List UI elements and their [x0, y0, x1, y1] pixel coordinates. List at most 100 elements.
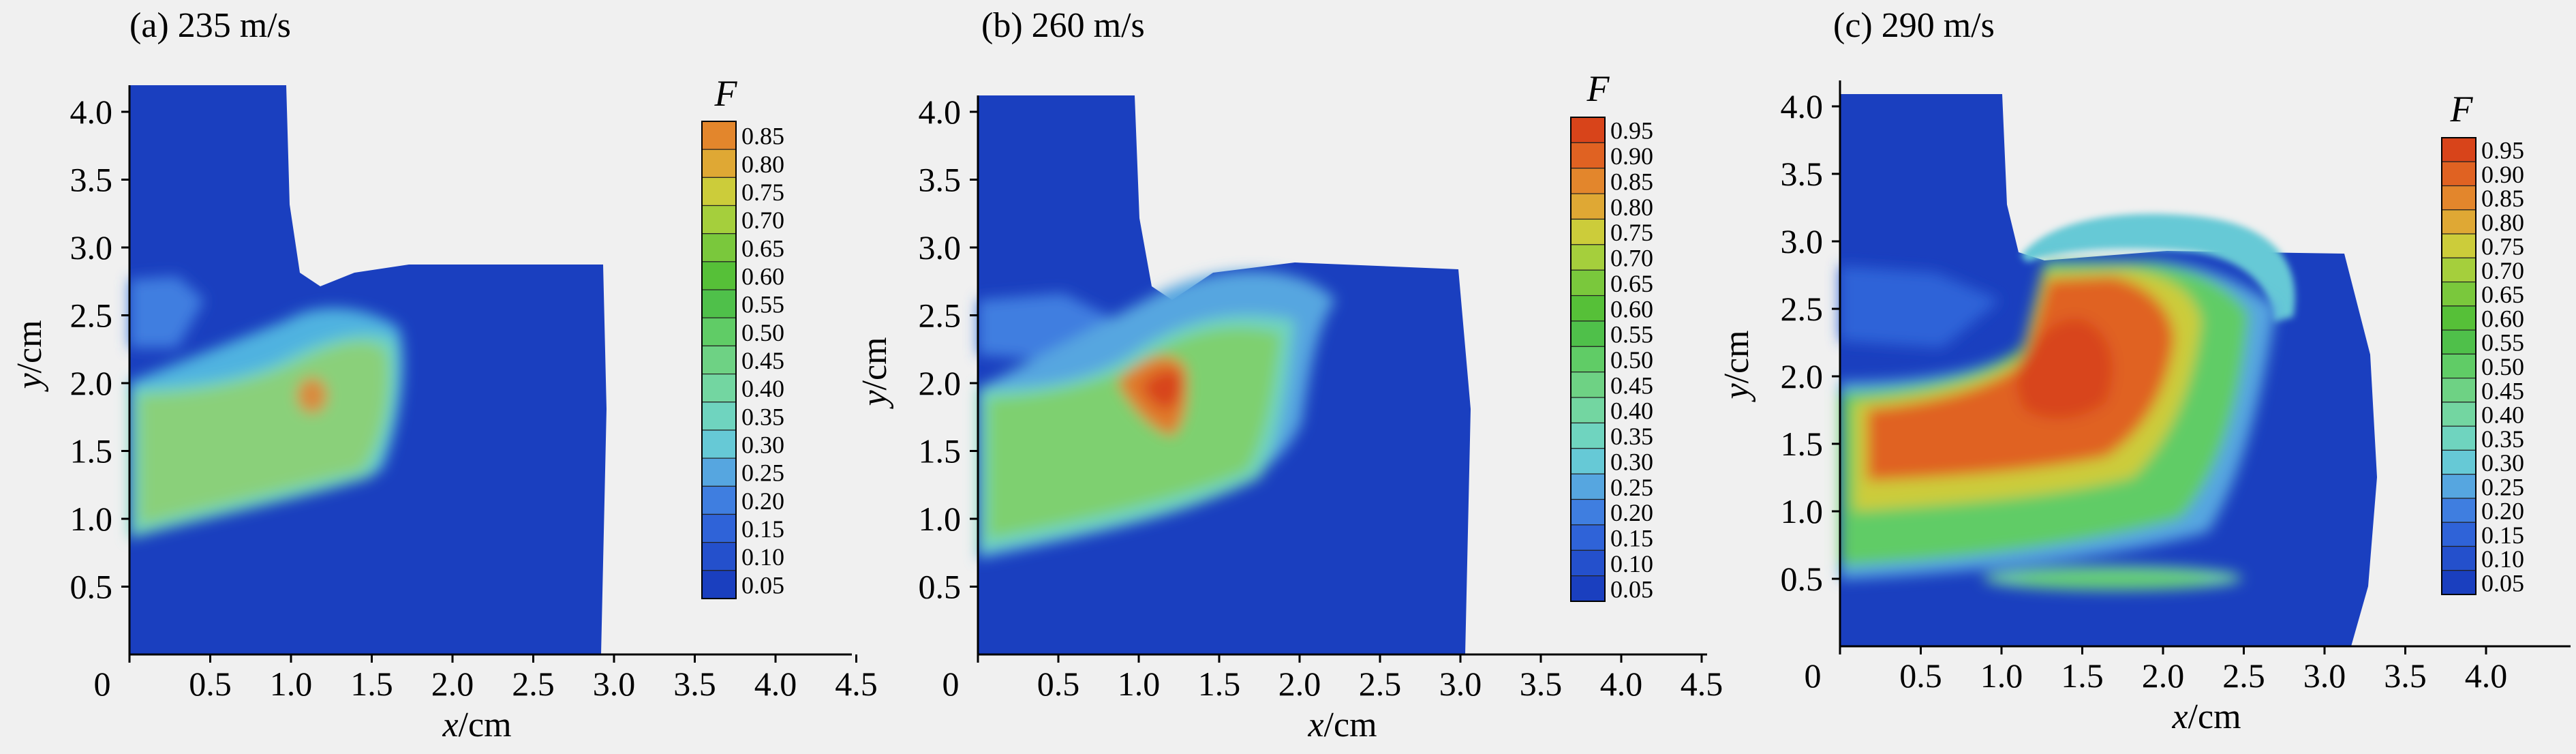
colorbar-swatch: [2441, 353, 2477, 379]
x-tick-label: 0.5: [1037, 665, 1080, 703]
panel-a-colorbar-title: F: [714, 73, 738, 114]
colorbar-label: 0.80: [741, 151, 784, 178]
colorbar-frame: [1570, 117, 1606, 602]
y-tick-label: 2.0: [919, 364, 962, 402]
x-tick-label: 0: [94, 665, 111, 703]
y-tick-label: 3.5: [919, 161, 962, 199]
colorbar-label: 0.85: [741, 123, 784, 150]
x-tick-label: 2.0: [431, 665, 474, 703]
colorbar-swatch: [2441, 474, 2477, 499]
y-tick-label: 3.0: [70, 228, 113, 267]
colorbar-swatch: [2441, 257, 2477, 283]
colorbar-label: 0.55: [741, 291, 784, 318]
colorbar-swatch: [701, 289, 737, 318]
colorbar-swatch: [1570, 117, 1606, 143]
colorbar-frame: [701, 121, 737, 599]
colorbar-label: 0.20: [741, 487, 784, 515]
panel-a-title: (a) 235 m/s: [129, 6, 291, 45]
panel-b-colorbar: 0.950.900.850.800.750.700.650.600.550.50…: [1570, 117, 1653, 603]
colorbar-swatch: [1570, 372, 1606, 398]
y-tick-label: 2.0: [1781, 357, 1824, 395]
colorbar-label: 0.20: [2481, 498, 2524, 525]
colorbar-swatch: [701, 429, 737, 459]
panel-c-y-ticks: 0.5 1.0 1.5 2.0 2.5 3.0 3.5 4.0: [1781, 87, 1840, 598]
colorbar-label: 0.50: [2481, 353, 2524, 380]
colorbar-label: 0.45: [2481, 377, 2524, 404]
colorbar-label: 0.55: [2481, 329, 2524, 357]
colorbar-label: 0.05: [741, 571, 784, 599]
y-tick-label: 0.5: [919, 568, 962, 606]
colorbar-label: 0.35: [741, 403, 784, 430]
colorbar-label: 0.60: [2481, 305, 2524, 332]
colorbar-label: 0.25: [741, 459, 784, 487]
colorbar-label: 0.20: [1610, 499, 1653, 526]
colorbar-label: 0.65: [2481, 281, 2524, 308]
colorbar-swatch: [1570, 295, 1606, 322]
colorbar-swatch: [2441, 185, 2477, 211]
x-tick-label: 4.0: [2465, 657, 2508, 695]
x-tick-label: 0: [942, 665, 960, 703]
y-tick-label: 1.0: [919, 500, 962, 538]
x-tick-label: 3.0: [593, 665, 636, 703]
colorbar-label: 0.10: [741, 543, 784, 571]
colorbar-swatch: [2441, 161, 2477, 187]
colorbar-swatch: [2441, 329, 2477, 355]
colorbar-swatch: [2441, 449, 2477, 475]
panel-c-x-ticks: 0 0.5 1.0 1.5 2.0 2.5 3.0 3.5 4.0: [1805, 646, 2508, 695]
colorbar-swatch: [2441, 402, 2477, 427]
panel-a-y-label: y/cm: [10, 320, 49, 392]
colorbar-swatch: [701, 121, 737, 150]
x-tick-label: 0.5: [189, 665, 232, 703]
colorbar-frame: [2441, 137, 2477, 595]
colorbar-swatch: [2441, 378, 2477, 403]
panel-c-y-label: y/cm: [1717, 330, 1756, 402]
colorbar-label: 0.75: [741, 179, 784, 206]
panel-b-colorbar-title: F: [1586, 68, 1610, 109]
panel-c-colorbar: 0.950.900.850.800.750.700.650.600.550.50…: [2441, 137, 2524, 597]
colorbar-swatch: [1570, 320, 1606, 347]
panel-b-y-label: y/cm: [855, 337, 894, 409]
x-tick-label: 2.5: [2222, 657, 2265, 695]
x-tick-label: 4.0: [1600, 665, 1643, 703]
y-tick-label: 1.5: [1781, 425, 1824, 463]
colorbar-label: 0.30: [2481, 449, 2524, 477]
panel-a-y-ticks: 0.5 1.0 1.5 2.0 2.5 3.0 3.5 4.0: [70, 93, 129, 606]
colorbar-swatch: [1570, 168, 1606, 194]
colorbar-label: 0.35: [1610, 423, 1653, 450]
colorbar-label: 0.85: [2481, 185, 2524, 212]
y-tick-label: 0.5: [70, 568, 113, 606]
panel-b: (b) 260 m/s 0 0.5 1.0 1.5 2.0 2.5 3.0 3.5 4.0 4.5…: [855, 6, 1723, 744]
colorbar-label: 0.60: [741, 262, 784, 290]
colorbar-swatch: [2441, 545, 2477, 571]
colorbar-swatch: [701, 205, 737, 235]
colorbar-swatch: [2441, 305, 2477, 331]
colorbar-swatch: [2441, 233, 2477, 258]
y-tick-label: 1.5: [70, 432, 113, 470]
colorbar-label: 0.70: [2481, 257, 2524, 284]
colorbar-swatch: [701, 457, 737, 487]
colorbar-swatch: [701, 317, 737, 347]
colorbar-swatch: [2441, 570, 2477, 595]
colorbar-swatch: [701, 233, 737, 262]
y-tick-label: 3.5: [70, 161, 113, 199]
y-tick-label: 1.0: [1781, 492, 1824, 530]
colorbar-swatch: [701, 402, 737, 431]
x-tick-label: 3.0: [1439, 665, 1482, 703]
colorbar-swatch: [1570, 448, 1606, 474]
x-tick-label: 2.0: [1278, 665, 1321, 703]
colorbar-label: 0.25: [1610, 474, 1653, 501]
panel-a-x-label: x/cm: [442, 706, 511, 744]
colorbar-label: 0.65: [741, 235, 784, 262]
colorbar-label: 0.10: [1610, 550, 1653, 577]
colorbar-label: 0.45: [1610, 372, 1653, 399]
colorbar-swatch: [2441, 498, 2477, 523]
colorbar-swatch: [701, 177, 737, 207]
x-tick-label: 3.5: [2384, 657, 2427, 695]
colorbar-swatch: [1570, 269, 1606, 297]
colorbar-label: 0.15: [741, 515, 784, 543]
x-tick-label: 4.5: [835, 665, 878, 703]
colorbar-label: 0.90: [1610, 142, 1653, 170]
x-tick-label: 3.0: [2303, 657, 2346, 695]
panel-c: (c) 290 m/s 0 0.5 1.0 1.5 2.0 2.5 3.0 3.5 4.0 0.…: [1717, 6, 2571, 736]
colorbar-label: 0.95: [2481, 137, 2524, 164]
